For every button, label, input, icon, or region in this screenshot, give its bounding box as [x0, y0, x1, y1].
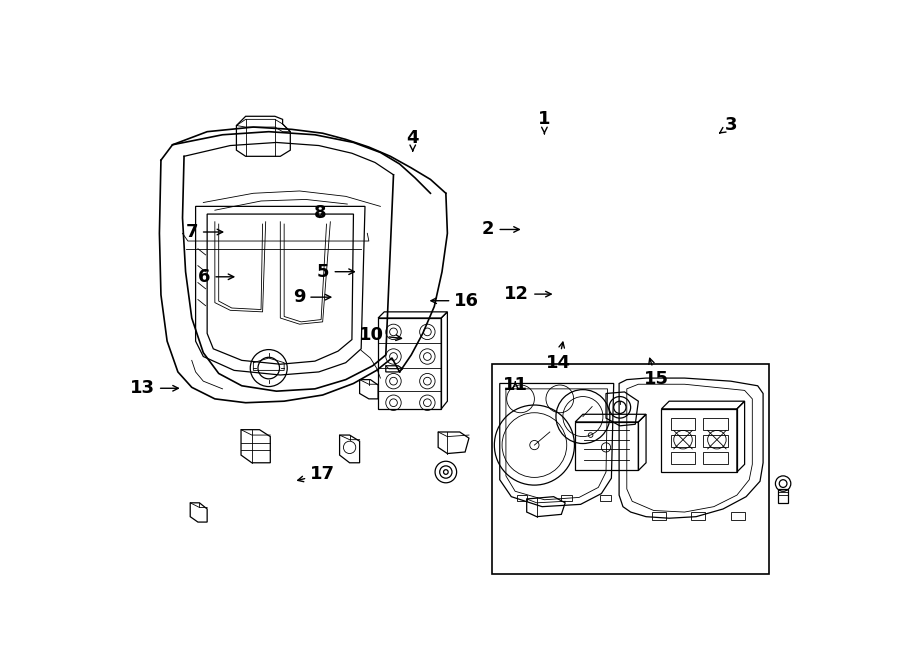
- Bar: [731, 512, 744, 520]
- Bar: [652, 512, 666, 520]
- Bar: [670, 435, 696, 447]
- Text: 8: 8: [313, 204, 326, 222]
- Text: 10: 10: [358, 326, 401, 344]
- Bar: [562, 495, 572, 501]
- Text: 13: 13: [130, 379, 178, 397]
- Bar: [670, 418, 696, 430]
- Text: 1: 1: [538, 110, 551, 134]
- Bar: [599, 495, 610, 501]
- Text: 4: 4: [407, 129, 419, 151]
- Text: 3: 3: [720, 116, 738, 134]
- Bar: [690, 512, 705, 520]
- Bar: [378, 318, 441, 409]
- Text: 15: 15: [644, 358, 670, 389]
- Text: 17: 17: [298, 465, 335, 483]
- Text: 12: 12: [504, 285, 551, 303]
- Bar: [703, 418, 728, 430]
- Bar: [517, 495, 527, 501]
- Bar: [670, 452, 696, 463]
- Bar: [703, 452, 728, 463]
- Text: 16: 16: [431, 292, 480, 310]
- Text: 9: 9: [292, 288, 331, 306]
- Bar: [492, 364, 770, 574]
- Text: 14: 14: [545, 342, 571, 372]
- Text: 11: 11: [503, 376, 527, 394]
- Text: 5: 5: [317, 262, 355, 281]
- Bar: [778, 489, 788, 503]
- Bar: [703, 435, 728, 447]
- Text: 6: 6: [198, 268, 234, 286]
- Text: 7: 7: [185, 223, 222, 241]
- Text: 2: 2: [482, 221, 519, 239]
